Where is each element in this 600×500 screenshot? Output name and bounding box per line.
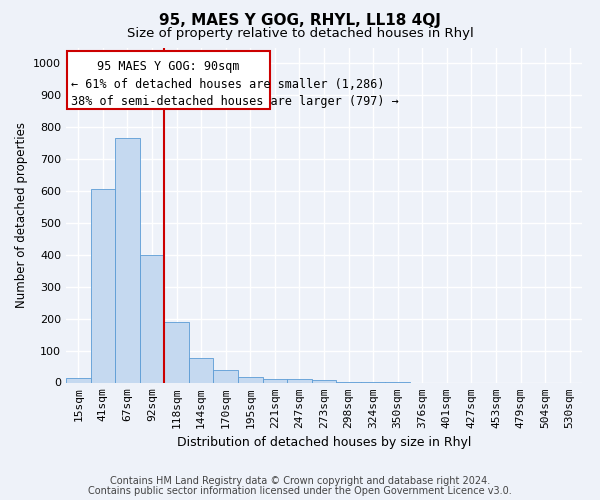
Bar (312, 380, 336, 382)
Bar (287, 378, 312, 382)
Bar (67, 50, 270, 109)
Text: ← 61% of detached houses are smaller (1,286): ← 61% of detached houses are smaller (1,… (71, 78, 385, 91)
Bar (164, 322, 189, 382)
Bar (66, 378, 91, 382)
X-axis label: Distribution of detached houses by size in Rhyl: Distribution of detached houses by size … (177, 436, 471, 449)
Text: Size of property relative to detached houses in Rhyl: Size of property relative to detached ho… (127, 28, 473, 40)
Text: 95 MAES Y GOG: 90sqm: 95 MAES Y GOG: 90sqm (97, 60, 240, 74)
Text: 95, MAES Y GOG, RHYL, LL18 4QJ: 95, MAES Y GOG, RHYL, LL18 4QJ (159, 12, 441, 28)
Y-axis label: Number of detached properties: Number of detached properties (14, 122, 28, 308)
Text: Contains public sector information licensed under the Open Government Licence v3: Contains public sector information licen… (88, 486, 512, 496)
Bar (238, 377, 263, 382)
Text: Contains HM Land Registry data © Crown copyright and database right 2024.: Contains HM Land Registry data © Crown c… (110, 476, 490, 486)
Bar (263, 378, 287, 382)
Bar (91, 190, 115, 382)
Bar (189, 358, 214, 382)
Bar (214, 370, 238, 382)
Bar (115, 138, 140, 382)
Bar (140, 255, 164, 382)
Text: 38% of semi-detached houses are larger (797) →: 38% of semi-detached houses are larger (… (71, 96, 398, 108)
